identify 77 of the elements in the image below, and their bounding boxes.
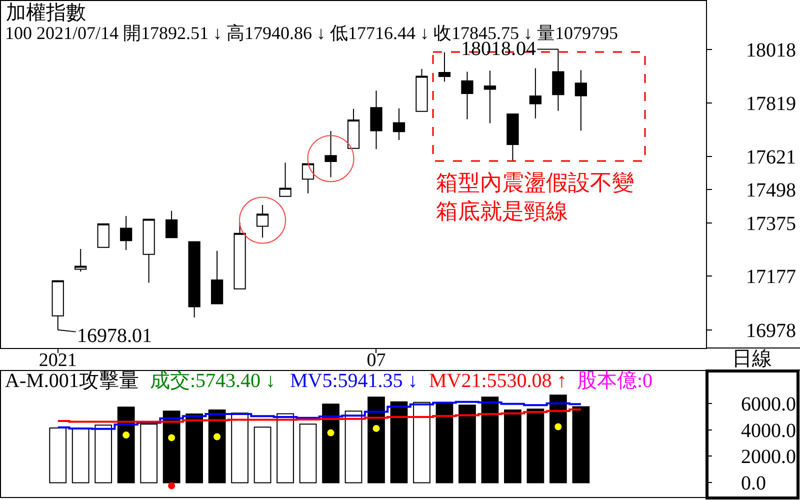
- y-tick-label: 17375: [746, 212, 796, 235]
- series-label: MV5:5941.35 ↓: [290, 370, 418, 392]
- y-tick-label: 0.0: [741, 472, 766, 495]
- bar: [344, 410, 362, 484]
- candlestick: [142, 218, 155, 284]
- candlestick: [552, 48, 564, 112]
- bar: [299, 424, 317, 484]
- point: [122, 432, 130, 439]
- candlestick: [506, 114, 519, 162]
- bar: [72, 428, 90, 484]
- annotation: 箱型內震盪假設不變箱底就是頸線: [436, 170, 634, 224]
- candlestick: [574, 70, 587, 132]
- bar: [94, 424, 112, 484]
- candlestick: [279, 162, 292, 197]
- series-label: MV21:5530.08 ↑: [429, 370, 567, 392]
- bar: [254, 426, 272, 484]
- bar: [140, 424, 158, 484]
- point: [372, 424, 380, 432]
- candlestick: [438, 52, 451, 82]
- candlestick: [416, 68, 428, 112]
- bar: [458, 404, 476, 484]
- point: [168, 434, 176, 442]
- point: [168, 482, 176, 490]
- bar: [162, 410, 180, 484]
- candlestick: [392, 108, 406, 140]
- y-tick-label: 17819: [746, 93, 796, 115]
- chart-title: 加權指數: [6, 2, 86, 24]
- x-tick-label: 07: [366, 350, 386, 371]
- candlestick: [165, 210, 178, 238]
- y-tick-label: 18018: [746, 39, 796, 62]
- candlestick: [188, 241, 200, 318]
- bar: [572, 406, 590, 484]
- annotation: 成交:5743.40 ↓: [150, 370, 276, 392]
- bar: [481, 396, 499, 484]
- candlestick: [97, 223, 110, 248]
- bar: [276, 413, 294, 484]
- bar: [390, 401, 408, 484]
- bar: [526, 408, 544, 484]
- bar: [322, 404, 340, 484]
- candlestick: [256, 204, 269, 238]
- candlestick: [347, 108, 360, 149]
- y-tick-label: 16978: [746, 320, 796, 342]
- text: 日線: [732, 348, 772, 370]
- candlestick: [324, 130, 337, 178]
- y-tick-label: 4000.0: [741, 420, 796, 442]
- bar: [117, 406, 135, 484]
- candlestick: [52, 280, 64, 330]
- bar: [368, 396, 385, 484]
- candlestick: [302, 163, 314, 194]
- y-tick-label: 17498: [746, 180, 796, 202]
- chart-title: A-M.001攻擊量: [5, 370, 139, 392]
- y-tick-label: 17177: [746, 266, 796, 288]
- candlestick: [210, 250, 224, 304]
- candlestick: [461, 71, 474, 120]
- candlestick: [74, 248, 87, 272]
- x-tick-label: 2021: [38, 350, 77, 371]
- bar: [413, 402, 430, 484]
- y-tick-label: 2000.0: [741, 446, 796, 468]
- candlestick: [234, 222, 246, 290]
- bar: [504, 410, 522, 484]
- bar: [49, 428, 67, 484]
- candlestick: [370, 90, 382, 150]
- point: [554, 423, 562, 430]
- y-tick-label: 6000.0: [741, 393, 796, 416]
- bar: [549, 394, 567, 484]
- bar: [186, 414, 203, 484]
- bar: [436, 402, 454, 484]
- bar: [208, 410, 226, 484]
- annotation: 16978.01: [77, 325, 152, 347]
- annotation: 股本億:0: [577, 370, 653, 392]
- y-tick-label: 17621: [746, 146, 796, 168]
- bar: [231, 412, 248, 484]
- candlestick: [529, 68, 542, 119]
- point: [327, 429, 334, 436]
- candlestick: [120, 216, 132, 251]
- candlestick: [484, 70, 496, 124]
- point: [214, 433, 221, 440]
